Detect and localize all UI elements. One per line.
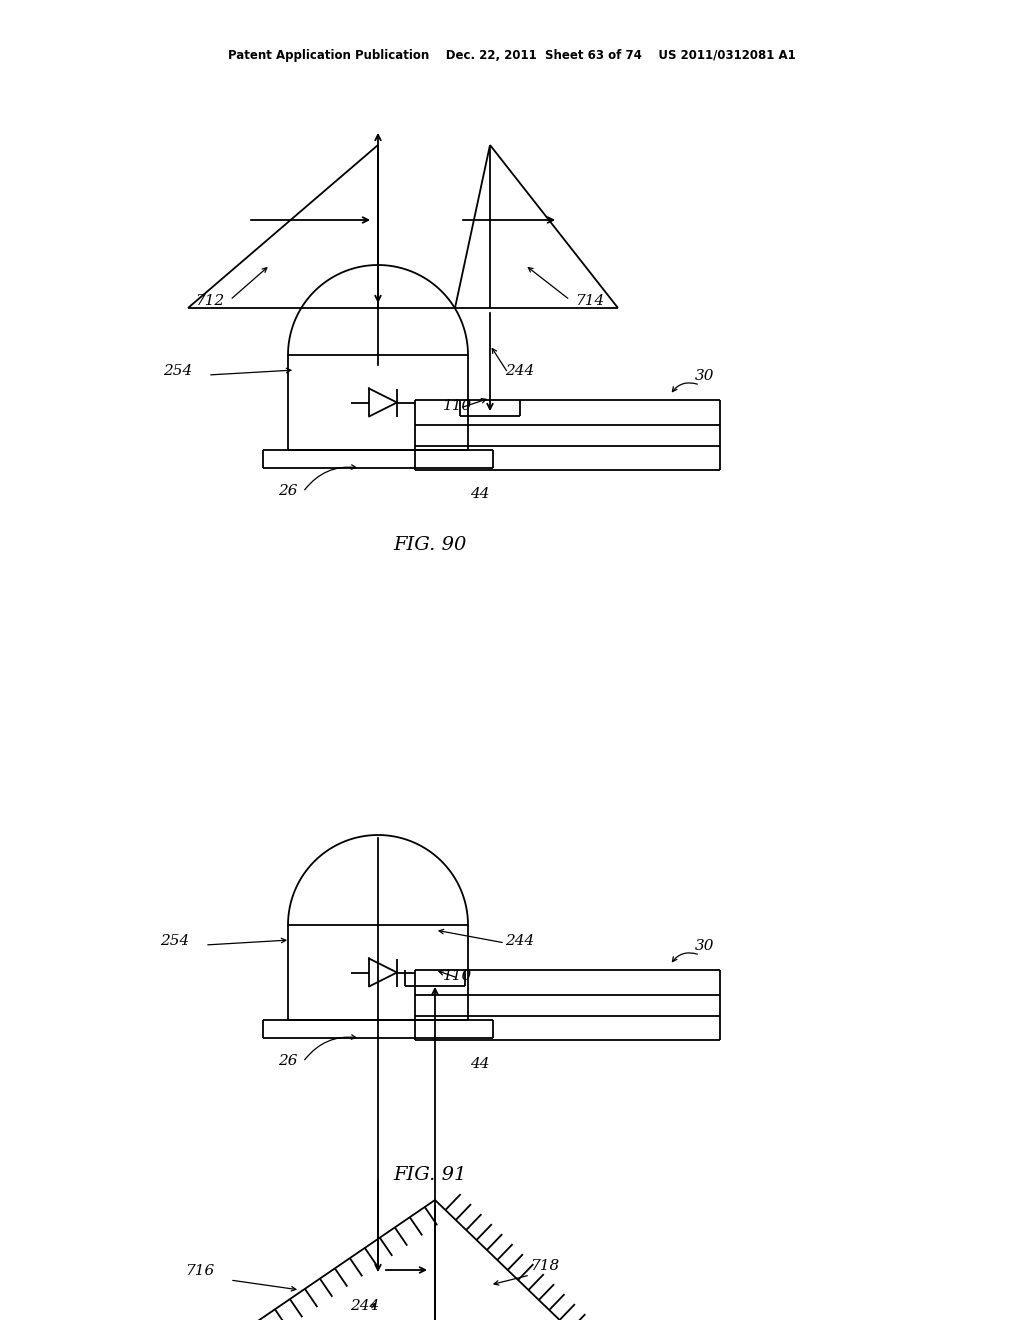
Text: 244: 244 (505, 935, 535, 948)
Text: FIG. 90: FIG. 90 (393, 536, 467, 554)
Text: 26: 26 (278, 1053, 298, 1068)
Text: 714: 714 (575, 294, 604, 308)
Text: 718: 718 (530, 1259, 559, 1272)
Text: 244: 244 (350, 1299, 379, 1313)
Text: 254: 254 (160, 935, 189, 948)
Text: 716: 716 (185, 1265, 214, 1278)
Text: 244: 244 (505, 364, 535, 378)
Text: 44: 44 (470, 487, 489, 502)
Text: 26: 26 (278, 484, 298, 498)
Text: FIG. 91: FIG. 91 (393, 1166, 467, 1184)
Text: 30: 30 (695, 939, 715, 953)
Text: 110: 110 (443, 969, 472, 983)
Text: 110: 110 (443, 399, 472, 413)
Text: Patent Application Publication    Dec. 22, 2011  Sheet 63 of 74    US 2011/03120: Patent Application Publication Dec. 22, … (228, 49, 796, 62)
Text: 712: 712 (195, 294, 224, 308)
Text: 30: 30 (695, 370, 715, 383)
Text: 44: 44 (470, 1057, 489, 1071)
Text: 254: 254 (163, 364, 193, 378)
